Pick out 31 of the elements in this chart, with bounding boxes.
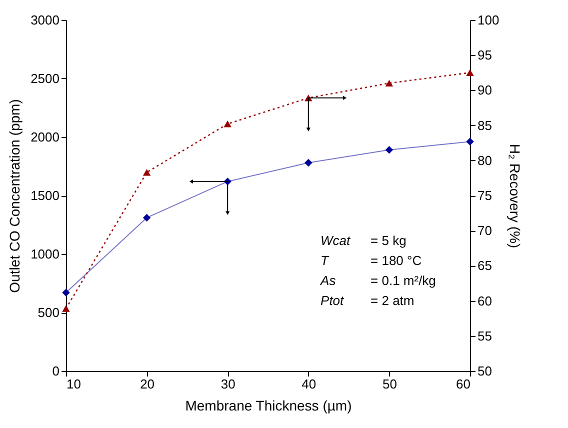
y-tick-label: 500	[38, 305, 60, 320]
y2-tick-label: 55	[478, 328, 492, 344]
x-tick-label: 40	[302, 376, 316, 392]
text: T = 180 °C	[320, 253, 422, 268]
y2-tick-label: 60	[478, 293, 492, 308]
y2-tick-label: 90	[478, 82, 492, 98]
y-tick-label: 2000	[30, 130, 60, 144]
y-tick-label: 1000	[30, 246, 60, 262]
y2-tick-label: 95	[478, 48, 492, 63]
y2-tick-label: 100	[478, 12, 500, 28]
x-tick-label: 10	[66, 376, 81, 392]
text: As = 0.1 m²/kg	[320, 272, 436, 288]
y2-tick-label: 75	[478, 188, 492, 203]
y2-tick-label: 85	[478, 118, 492, 133]
x-tick-label: 20	[140, 376, 155, 392]
text: Wcat = 5 kg	[320, 233, 406, 248]
y2-tick-label: 50	[478, 364, 492, 378]
y-tick-label: 0	[52, 364, 60, 378]
y2-tick-label: 80	[478, 152, 492, 168]
x-tick-label: 50	[382, 376, 397, 392]
y2-tick-label: 70	[478, 223, 492, 238]
x-tick-label: 60	[456, 376, 470, 392]
y-tick-label: 2500	[30, 71, 60, 86]
y-tick-label: 1500	[30, 188, 60, 203]
y-axis-title: Outlet CO Concentration (ppm)	[6, 99, 23, 293]
y2-axis-title: H₂ Recovery (%)	[507, 144, 524, 248]
text: Ptot = 2 atm	[320, 292, 414, 308]
y-tick-label: 3000	[30, 12, 60, 28]
x-tick-label: 30	[220, 376, 236, 392]
x-axis-title: Membrane Thickness (µm)	[185, 398, 352, 414]
y2-tick-label: 65	[478, 258, 492, 274]
